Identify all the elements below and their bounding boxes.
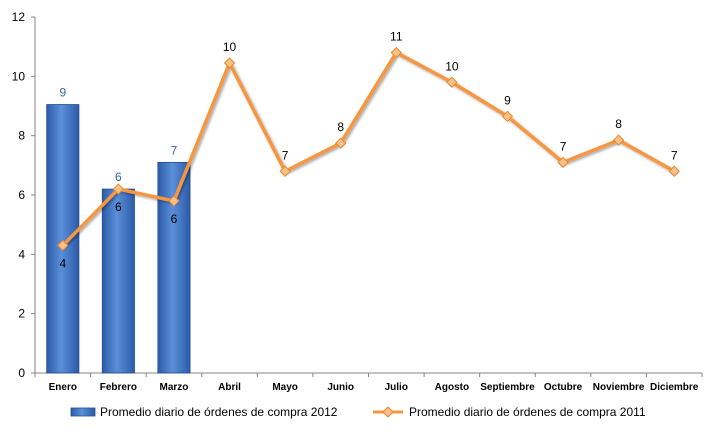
line-point — [168, 195, 180, 207]
line-series — [57, 46, 680, 252]
x-tick-label: Marzo — [160, 382, 189, 393]
y-tick-label: 0 — [18, 366, 25, 380]
line-data-label: 6 — [115, 200, 122, 214]
line-data-label: 8 — [337, 120, 344, 134]
legend-label-bar: Promedio diario de órdenes de compra 201… — [100, 405, 338, 419]
bar-data-label: 7 — [171, 143, 178, 157]
line-point — [557, 156, 569, 169]
y-tick-label: 2 — [18, 307, 25, 321]
x-tick-label: Agosto — [435, 382, 469, 393]
legend-swatch-bar — [70, 407, 96, 417]
line-data-label: 11 — [390, 30, 403, 44]
data-labels: 9 6 7 4 6 6 10 7 8 11 10 9 7 8 7 — [59, 30, 677, 271]
y-tick-label: 12 — [12, 10, 26, 24]
line-point — [223, 57, 236, 69]
line-point — [501, 110, 514, 123]
line-data-label: 10 — [445, 59, 459, 73]
line-point — [612, 134, 625, 146]
line-data-label: 4 — [59, 256, 66, 270]
series-line — [61, 50, 676, 248]
line-point — [57, 239, 69, 252]
bar — [157, 161, 191, 374]
y-tick-label: 8 — [18, 129, 25, 143]
bar-data-label: 9 — [59, 86, 66, 100]
line-point — [279, 165, 291, 177]
legend-label-line: Promedio diario de órdenes de compra 201… — [409, 405, 646, 419]
y-tick-label: 10 — [12, 69, 26, 83]
line-point — [112, 183, 125, 195]
bar — [101, 188, 135, 374]
line-data-label: 8 — [615, 117, 622, 131]
legend-swatch-marker — [382, 406, 394, 418]
axes: 0 2 4 6 8 10 12 Enero Febrero Marzo Abril Mayo Junio… — [12, 10, 703, 393]
y-tick-label: 6 — [18, 188, 25, 202]
x-tick-label: Noviembre — [593, 382, 645, 393]
x-tick-label: Mayo — [272, 382, 298, 393]
line-point — [335, 137, 347, 149]
x-tick-label: Octubre — [544, 382, 583, 393]
y-tick-label: 4 — [18, 247, 25, 261]
x-tick-label: Febrero — [100, 382, 137, 393]
line-data-label: 7 — [282, 148, 289, 162]
x-tick-label: Enero — [49, 382, 77, 393]
legend: Promedio diario de órdenes de compra 201… — [70, 405, 646, 419]
x-tick-label: Julio — [385, 382, 408, 393]
x-tick-label: Junio — [327, 382, 354, 393]
line-point — [390, 46, 402, 59]
line-data-label: 7 — [560, 139, 567, 153]
line-data-label: 10 — [223, 40, 237, 54]
line-data-label: 6 — [171, 212, 178, 226]
line-point — [446, 76, 458, 88]
x-tick-label: Septiembre — [480, 382, 535, 393]
line-point — [668, 165, 680, 177]
bar — [46, 104, 80, 374]
bar-data-label: 6 — [115, 170, 122, 184]
line-data-label: 7 — [671, 148, 678, 162]
line-data-label: 9 — [504, 93, 511, 107]
x-tick-label: Abril — [218, 382, 241, 393]
x-tick-label: Diciembre — [650, 382, 699, 393]
